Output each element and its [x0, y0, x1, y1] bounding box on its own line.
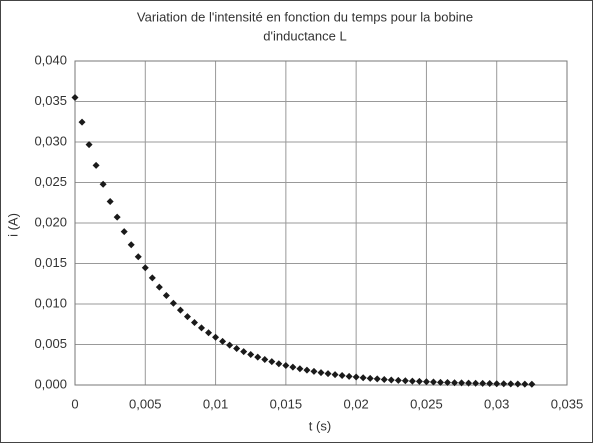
point [408, 377, 416, 385]
y-tick-label: 0,000 [34, 376, 67, 391]
point [500, 380, 508, 388]
point [120, 228, 128, 236]
point [71, 93, 79, 101]
point [458, 379, 466, 387]
point [394, 376, 402, 384]
point [183, 313, 191, 321]
x-tick-label: 0,005 [129, 396, 162, 411]
y-tick-label: 0,015 [34, 255, 67, 270]
chart-title: Variation de l'intensité en fonction du … [137, 9, 473, 24]
point [78, 118, 86, 126]
x-tick-label: 0,02 [343, 396, 368, 411]
point [226, 341, 234, 349]
point [99, 180, 107, 188]
point [233, 345, 241, 353]
point [380, 375, 388, 383]
point [429, 378, 437, 386]
point [247, 351, 255, 359]
point [162, 291, 170, 299]
x-axis-label: t (s) [309, 418, 331, 433]
point [85, 141, 93, 149]
y-tick-label: 0,025 [34, 174, 67, 189]
point [521, 380, 529, 388]
point [317, 369, 325, 377]
point [472, 379, 480, 387]
point [422, 378, 430, 386]
point [338, 372, 346, 380]
point [373, 375, 381, 383]
point [268, 358, 276, 366]
point [134, 253, 142, 261]
y-tick-label: 0,020 [34, 214, 67, 229]
y-tick-label: 0,010 [34, 295, 67, 310]
point [275, 360, 283, 368]
point [254, 353, 262, 361]
point [479, 379, 487, 387]
y-tick-label: 0,035 [34, 93, 67, 108]
point [444, 378, 452, 386]
chart-subtitle: d'inductance L [263, 28, 346, 43]
x-tick-label: 0 [71, 396, 78, 411]
point [436, 378, 444, 386]
point [486, 380, 494, 388]
point [198, 324, 206, 332]
point [331, 371, 339, 379]
point [141, 264, 149, 272]
point [296, 365, 304, 373]
point [401, 377, 409, 385]
point [451, 379, 459, 387]
point [493, 380, 501, 388]
point [387, 376, 395, 384]
point [106, 197, 114, 205]
point [212, 333, 220, 341]
point [113, 213, 121, 221]
point [127, 241, 135, 249]
y-tick-label: 0,040 [34, 52, 67, 67]
x-tick-label: 0,01 [203, 396, 228, 411]
point [359, 374, 367, 382]
point [176, 306, 184, 314]
point [92, 161, 100, 169]
point [289, 363, 297, 371]
point [261, 355, 269, 363]
point [219, 337, 227, 345]
point [465, 379, 473, 387]
point [345, 372, 353, 380]
point [366, 374, 374, 382]
point [169, 299, 177, 307]
x-tick-label: 0,035 [551, 396, 584, 411]
point [415, 377, 423, 385]
point [148, 274, 156, 282]
y-tick-label: 0,005 [34, 336, 67, 351]
x-tick-label: 0,015 [270, 396, 303, 411]
plot-area [74, 60, 568, 386]
point [240, 348, 248, 356]
point [528, 380, 536, 388]
point [514, 380, 522, 388]
x-tick-label: 0,025 [410, 396, 443, 411]
point [324, 370, 332, 378]
point [205, 329, 213, 337]
x-tick-label: 0,03 [484, 396, 509, 411]
point [303, 366, 311, 374]
point [282, 362, 290, 370]
y-axis-label: i (A) [5, 213, 20, 237]
point [190, 318, 198, 326]
point [507, 380, 515, 388]
point [310, 367, 318, 375]
point [155, 283, 163, 291]
y-tick-label: 0,030 [34, 133, 67, 148]
point [352, 373, 360, 381]
